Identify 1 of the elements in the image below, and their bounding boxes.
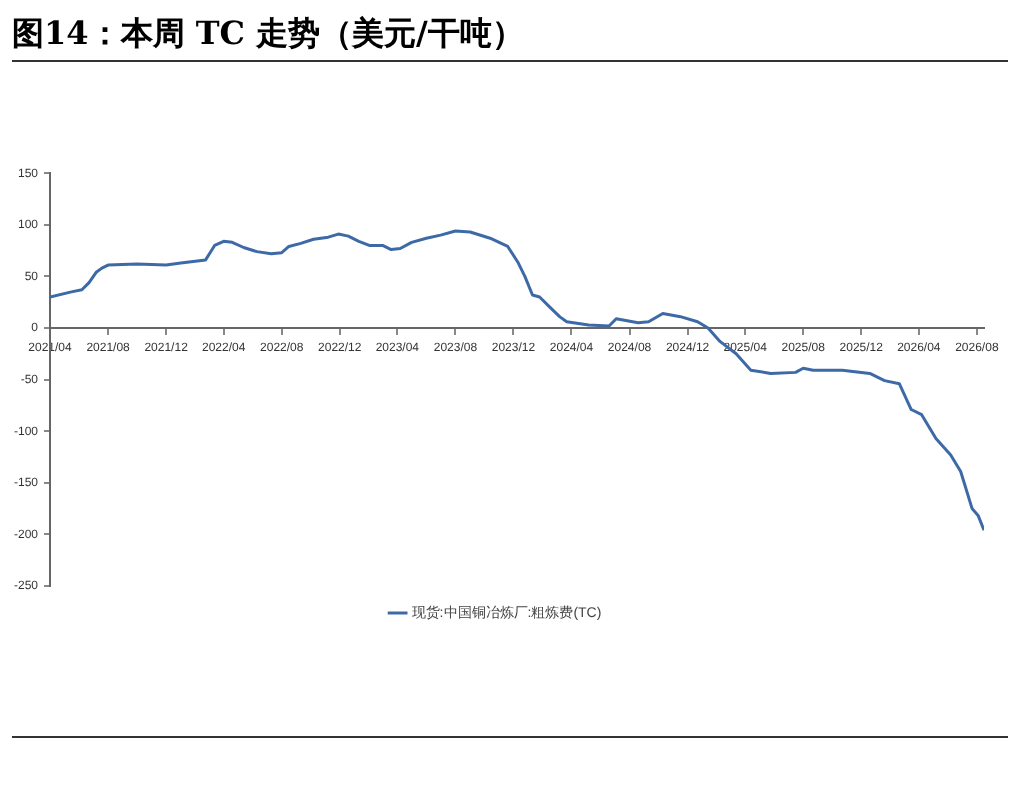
chart-title: 图14：本周 TC 走势（美元/干吨） [12, 8, 1008, 62]
